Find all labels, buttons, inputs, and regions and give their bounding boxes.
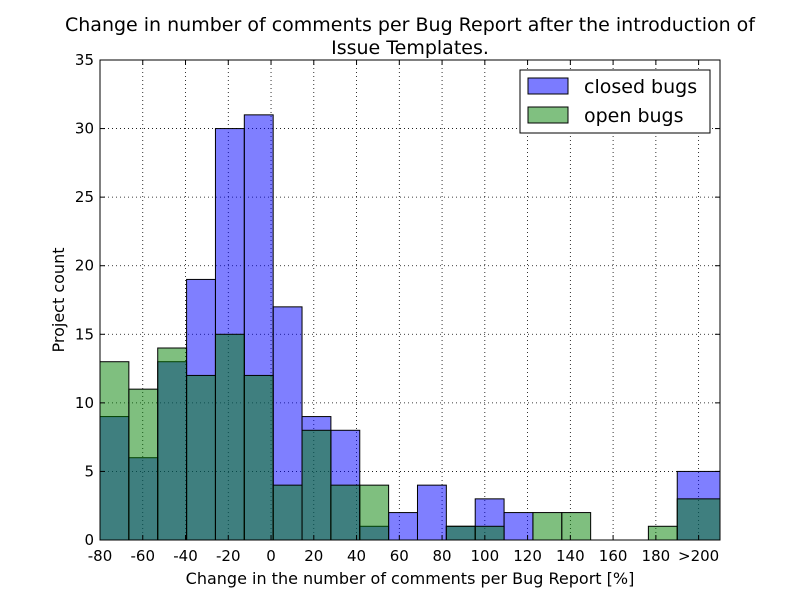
x-tick-label: -40 (173, 547, 198, 565)
x-tick-label: -80 (88, 547, 113, 565)
legend-label-open-bugs: open bugs (584, 105, 684, 127)
bar-open-bugs-19 (647, 525, 678, 541)
bar-open-bugs-5 (243, 374, 274, 541)
bar-open-bugs-13 (474, 525, 505, 541)
x-tick-label: 60 (390, 547, 409, 565)
bar-open-bugs-3 (186, 374, 216, 541)
y-tick-label: 35 (75, 51, 94, 69)
bar-open-bugs-16 (561, 512, 592, 541)
bar-closed-bugs-11 (416, 484, 447, 541)
x-tick-label: 80 (433, 547, 452, 565)
bar-open-bugs-15 (532, 512, 563, 541)
bar-open-bugs-7 (301, 429, 332, 541)
bar-open-bugs-0 (99, 361, 130, 541)
bar-closed-bugs-10 (388, 512, 418, 541)
legend-label-closed-bugs: closed bugs (584, 76, 697, 98)
bar-open-bugs-4 (214, 333, 245, 541)
x-tick-label: 140 (556, 547, 585, 565)
bar-closed-bugs-14 (503, 512, 534, 541)
y-tick-label: 10 (75, 394, 94, 412)
bars (99, 114, 721, 541)
x-tick-label: -60 (131, 547, 156, 565)
y-tick-label: 0 (84, 531, 94, 549)
chart-title-line-2: Issue Templates. (331, 37, 489, 59)
bar-open-bugs-1 (128, 388, 159, 541)
x-tick-label: 40 (347, 547, 366, 565)
legend: closed bugs open bugs (519, 69, 711, 134)
legend-swatch-closed-bugs (527, 77, 569, 95)
bar-open-bugs-2 (157, 347, 188, 541)
x-tick-label: 120 (513, 547, 542, 565)
x-tick-label: -20 (216, 547, 241, 565)
x-tick-label: 0 (266, 547, 276, 565)
bar-open-bugs-9 (359, 484, 390, 541)
chart-title-line-1: Change in number of comments per Bug Rep… (65, 14, 756, 36)
y-tick-label: 5 (84, 462, 94, 480)
grid-lines (100, 60, 720, 540)
x-axis-label: Change in the number of comments per Bug… (186, 569, 635, 588)
bar-open-bugs-8 (330, 484, 361, 541)
x-tick-label: 20 (304, 547, 323, 565)
x-tick-label: >200 (678, 547, 719, 565)
x-tick-label: 180 (642, 547, 671, 565)
y-tick-label: 20 (75, 257, 94, 275)
y-tick-label: 30 (75, 120, 94, 138)
x-tick-label: 100 (471, 547, 500, 565)
axis-ticks: -80 -60 -40 -20 0 20 40 60 80 100 120 140 160 180 >200… (75, 51, 720, 565)
plot-frame (99, 59, 721, 541)
legend-swatch-open-bugs (527, 106, 569, 124)
y-axis-label: Project count (49, 248, 68, 353)
y-tick-label: 15 (75, 325, 94, 343)
bar-open-bugs-12 (445, 525, 476, 541)
bar-open-bugs-6 (272, 484, 303, 541)
y-tick-label: 25 (75, 188, 94, 206)
x-tick-label: 160 (599, 547, 628, 565)
bar-open-bugs-20 (676, 498, 721, 541)
